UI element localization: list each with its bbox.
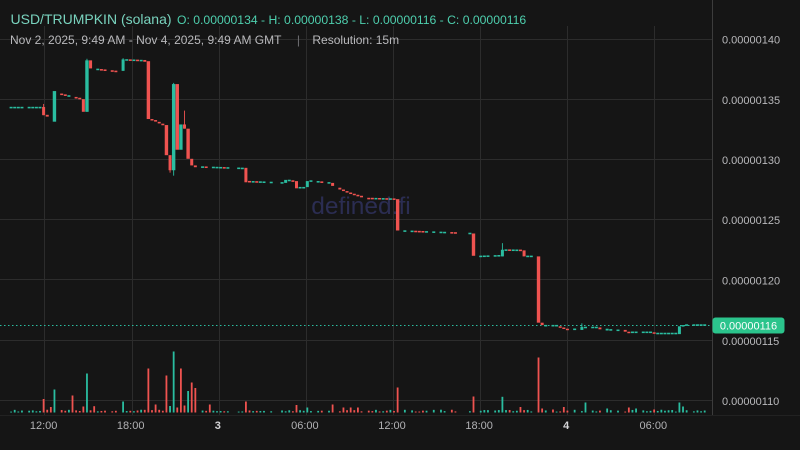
svg-text:0.00000120: 0.00000120 (722, 276, 780, 288)
svg-text:06:00: 06:00 (291, 420, 319, 432)
svg-text:0.00000140: 0.00000140 (722, 35, 780, 47)
svg-text:12:00: 12:00 (30, 420, 58, 432)
svg-text:3: 3 (215, 420, 221, 432)
svg-text:12:00: 12:00 (378, 420, 406, 432)
svg-text:18:00: 18:00 (465, 420, 493, 432)
svg-text:06:00: 06:00 (640, 420, 668, 432)
svg-text:0.00000125: 0.00000125 (722, 215, 780, 227)
svg-text:0.00000135: 0.00000135 (722, 95, 780, 107)
svg-text:0.00000130: 0.00000130 (722, 155, 780, 167)
svg-text:18:00: 18:00 (117, 420, 145, 432)
svg-text:USD/TRUMPKIN (solana): USD/TRUMPKIN (solana) (11, 11, 172, 27)
svg-text:O: 0.00000134 - H: 0.00000138: O: 0.00000134 - H: 0.00000138 - L: 0.000… (177, 13, 526, 27)
svg-text:0.00000110: 0.00000110 (722, 396, 779, 408)
svg-text:0.00000115: 0.00000115 (722, 336, 779, 348)
svg-text:Resolution: 15m: Resolution: 15m (312, 33, 399, 47)
svg-text:4: 4 (563, 420, 570, 432)
svg-text:|: | (297, 33, 300, 47)
svg-text:Nov 2, 2025, 9:49 AM - Nov 4,: Nov 2, 2025, 9:49 AM - Nov 4, 2025, 9:49… (10, 33, 282, 47)
svg-text:defined.fi: defined.fi (311, 193, 410, 220)
svg-text:0.00000116: 0.00000116 (720, 321, 777, 333)
